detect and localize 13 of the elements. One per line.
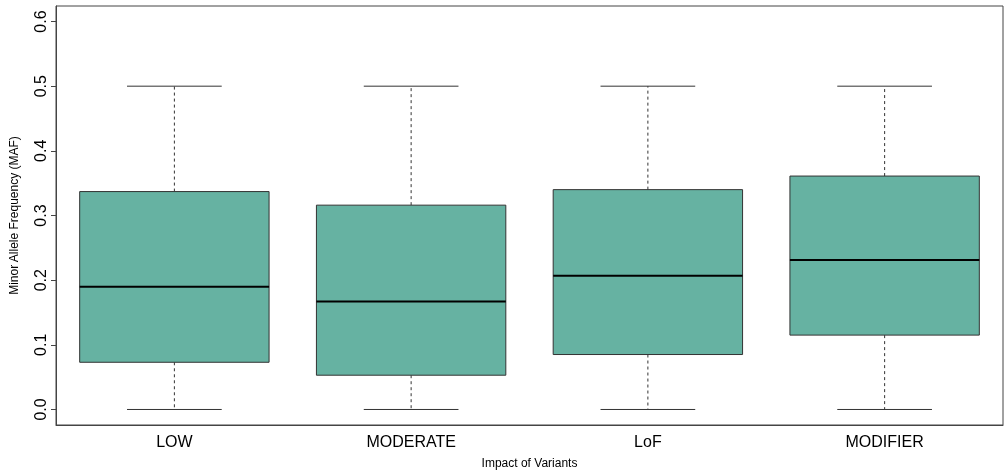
y-tick-label: 0.0 — [31, 398, 49, 421]
y-tick-label: 0.5 — [31, 74, 49, 98]
y-tick-label: 0.6 — [31, 10, 49, 33]
x-tick-label: MODIFIER — [845, 432, 924, 450]
y-tick-label: 0.1 — [31, 333, 49, 356]
x-tick-label: LoF — [634, 432, 662, 450]
y-axis-title: Minor Allele Frequency (MAF) — [7, 136, 21, 295]
y-tick-label: 0.4 — [31, 139, 49, 162]
y-tick-label: 0.3 — [31, 204, 49, 227]
x-axis-title: Impact of Variants — [481, 456, 578, 470]
x-tick-label: LOW — [156, 432, 194, 450]
x-tick-label: MODERATE — [366, 432, 456, 450]
y-tick-label: 0.2 — [31, 268, 49, 292]
